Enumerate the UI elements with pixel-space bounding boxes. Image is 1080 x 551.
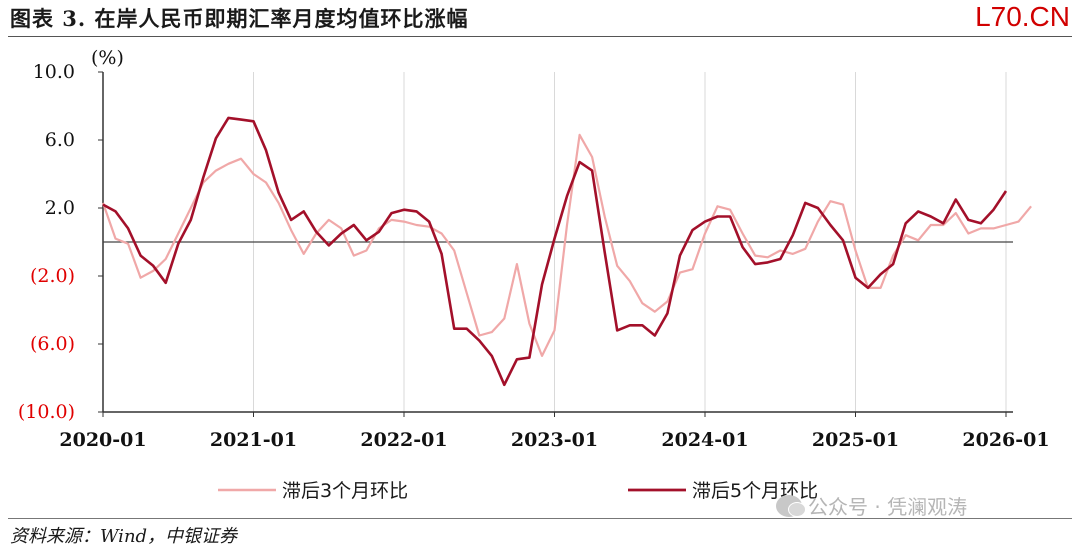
x-tick-label: 2025-01	[812, 429, 899, 451]
source-note: 资料来源：Wind，中银证券	[10, 526, 238, 547]
y-tick-label: (6.0)	[30, 333, 75, 355]
x-tick-label: 2024-01	[661, 429, 748, 451]
chart-title: 图表 3. 在岸人民币即期汇率月度均值环比涨幅	[10, 6, 469, 31]
series-line-lag5	[102, 116, 1008, 387]
x-tick-label: 2023-01	[511, 429, 598, 451]
footer-divider	[8, 518, 1072, 519]
brand-logo: L70.CN	[975, 1, 1070, 32]
x-tick-label: 2022-01	[360, 429, 447, 451]
y-unit-label: (%)	[91, 47, 124, 69]
watermark: 公众号 · 凭澜观涛	[776, 491, 967, 520]
y-tick-label: (10.0)	[18, 401, 75, 423]
series-line-lag3	[101, 133, 1032, 357]
title-divider	[8, 36, 1072, 37]
y-tick-label: (2.0)	[30, 265, 75, 287]
wechat-icon	[776, 494, 806, 517]
watermark-text: 公众号 · 凭澜观涛	[808, 495, 968, 519]
x-tick-label: 2021-01	[210, 429, 297, 451]
y-tick-label: 10.0	[33, 61, 75, 83]
y-tick-label: 6.0	[45, 129, 75, 151]
line-chart: 10.0 6.0 2.0 (2.0) (6.0) (10.0) (%) 2020-01 2021…	[18, 47, 1050, 502]
x-tick-label: 2026-01	[962, 429, 1049, 451]
y-tick-label: 2.0	[45, 197, 75, 219]
legend-label-lag3: 滞后3个月环比	[282, 480, 408, 502]
x-tick-label: 2020-01	[59, 429, 146, 451]
